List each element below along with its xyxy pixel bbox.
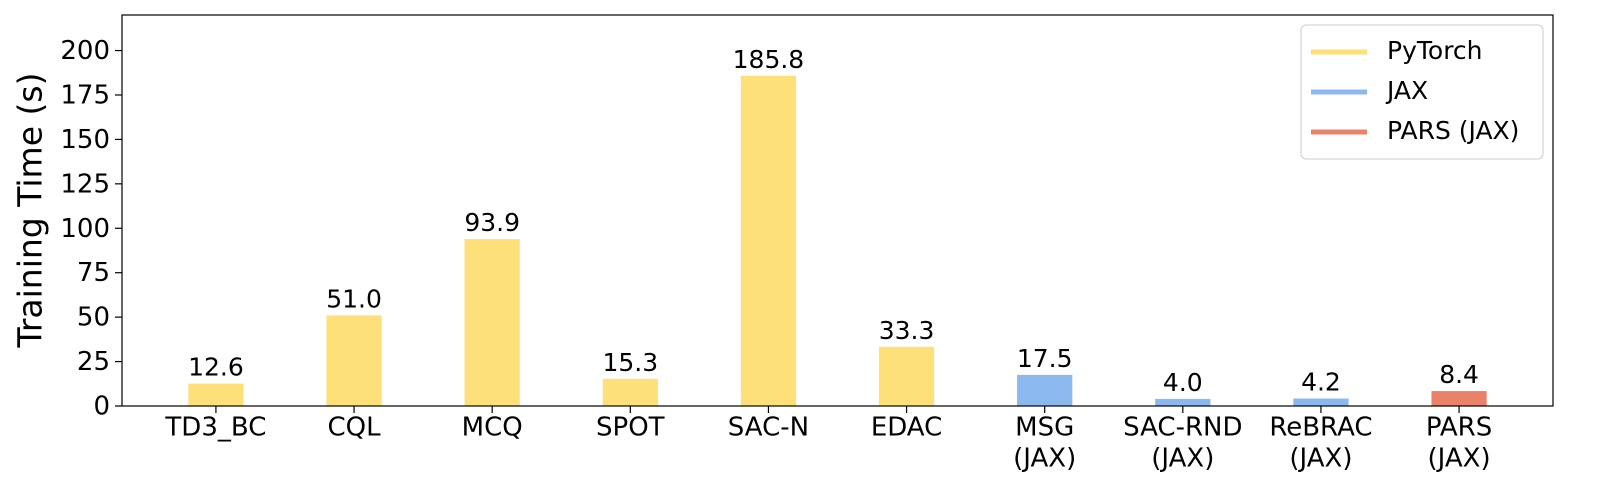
y-tick-label: 25 <box>77 347 110 377</box>
x-tick-label: (JAX) <box>1013 444 1076 474</box>
x-tick-label: MCQ <box>462 413 523 443</box>
y-tick-label: 100 <box>60 214 110 244</box>
value-label: 4.0 <box>1163 368 1203 397</box>
bar <box>1017 374 1073 406</box>
value-label: 12.6 <box>188 353 244 382</box>
y-axis-label: Training Time (s) <box>11 73 50 349</box>
x-tick-label: EDAC <box>871 413 942 443</box>
value-label: 51.0 <box>326 284 382 313</box>
x-tick-label: (JAX) <box>1428 444 1491 474</box>
y-tick-label: 150 <box>60 125 110 155</box>
value-label: 185.8 <box>733 45 805 74</box>
legend-label: JAX <box>1385 76 1428 105</box>
y-tick-label: 200 <box>60 36 110 66</box>
value-label: 15.3 <box>602 348 658 377</box>
x-tick-label: TD3_BC <box>164 413 266 443</box>
x-tick-label: SPOT <box>596 413 665 443</box>
bar <box>602 378 658 406</box>
value-label: 33.3 <box>879 316 935 345</box>
value-label: 93.9 <box>464 208 520 237</box>
legend-box <box>1300 24 1544 160</box>
plot-frame <box>121 14 1554 407</box>
bar <box>326 315 382 406</box>
bar <box>188 383 244 406</box>
x-tick-label: (JAX) <box>1289 444 1352 474</box>
x-tick-label: PARS <box>1426 413 1492 443</box>
bar <box>1155 398 1211 406</box>
x-tick-label: CQL <box>327 413 381 443</box>
y-tick-label: 125 <box>60 169 110 199</box>
x-tick-label: SAC-N <box>728 413 809 443</box>
value-label: 4.2 <box>1301 368 1341 397</box>
bar <box>464 239 520 406</box>
value-label: 17.5 <box>1017 344 1073 373</box>
legend-label: PARS (JAX) <box>1387 116 1519 145</box>
bar <box>1431 391 1487 406</box>
bar <box>1293 398 1349 406</box>
bar <box>878 346 935 406</box>
x-tick-label: MSG <box>1015 413 1074 443</box>
x-tick-label: ReBRAC <box>1269 413 1372 443</box>
legend-label: PyTorch <box>1387 36 1483 65</box>
y-tick-label: 50 <box>77 303 110 333</box>
x-tick-label: SAC-RND <box>1123 413 1242 443</box>
value-label: 8.4 <box>1439 360 1479 389</box>
y-tick-label: 75 <box>77 258 110 288</box>
bar <box>740 75 797 407</box>
y-tick-label: 175 <box>60 80 110 110</box>
y-tick-label: 0 <box>93 392 110 422</box>
x-tick-label: (JAX) <box>1151 444 1214 474</box>
